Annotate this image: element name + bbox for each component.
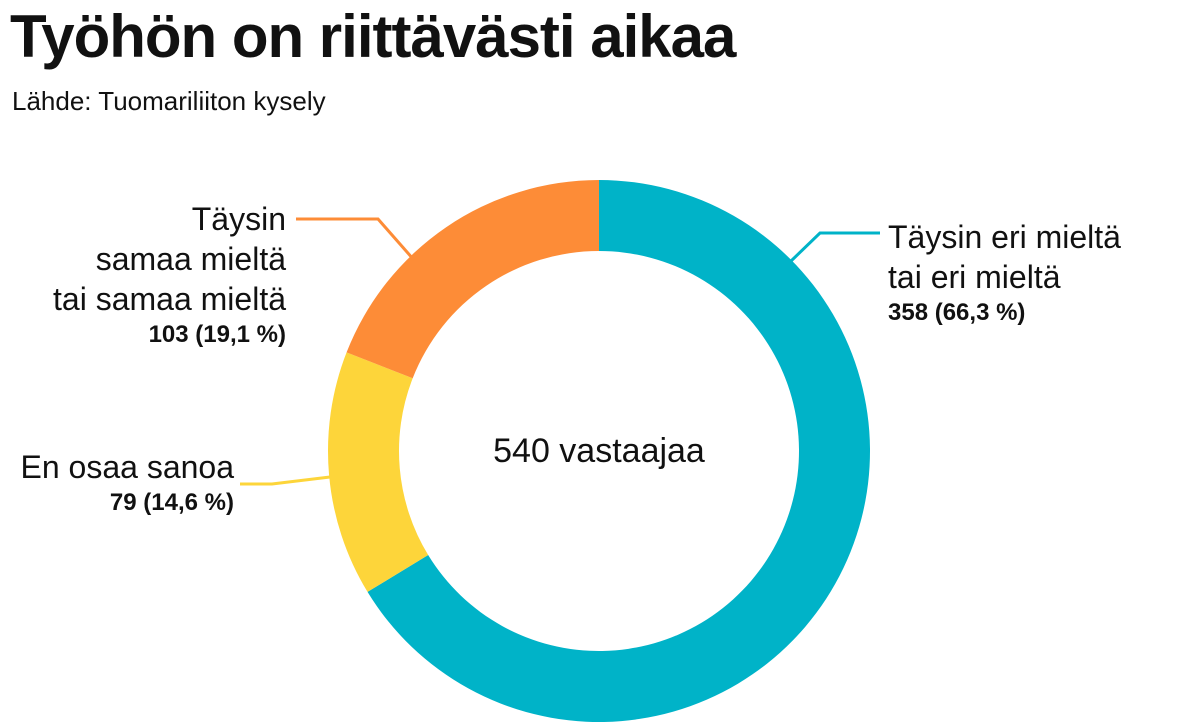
slice-label: samaa mieltä [96,241,287,277]
slice-label: Täysin [192,201,286,237]
leader-lines [240,217,880,486]
slice-label: tai samaa mieltä [53,281,286,317]
chart-source: Lähde: Tuomariliiton kysely [12,86,326,116]
slice-label: tai eri mieltä [888,259,1061,295]
donut-slice [327,352,429,592]
leader-line [788,231,880,264]
slice-label: Täysin eri mieltä [888,219,1121,255]
donut-center-label: 540 vastaajaa [493,432,705,470]
slice-value-label: 103 (19,1 %) [149,321,286,348]
slice-labels: Täysin eri mieltä tai eri mieltä 358 (66,3… [21,201,1122,516]
slice-label: En osaa sanoa [21,449,235,485]
donut-slice [346,180,599,379]
chart-title: Työhön on riittävästi aikaa [10,3,736,70]
slice-value-label: 79 (14,6 %) [110,489,234,516]
donut-slices [327,180,870,722]
slice-value-label: 358 (66,3 %) [888,299,1025,326]
leader-line [296,217,416,261]
leader-line [240,475,331,486]
